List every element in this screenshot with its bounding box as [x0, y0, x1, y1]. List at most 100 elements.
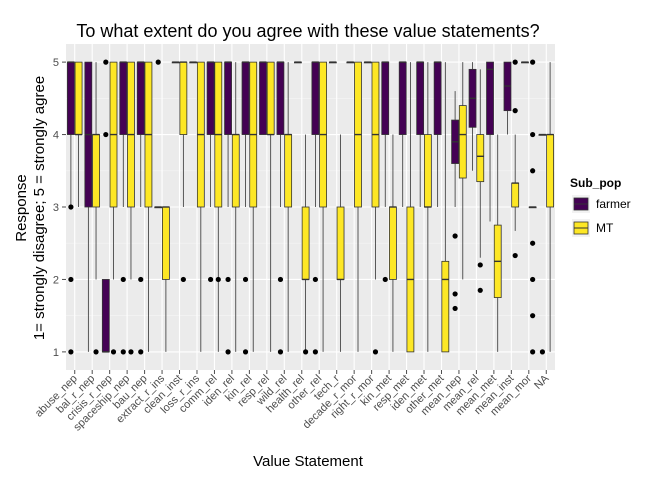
box-MT-spaceship_nep — [127, 61, 135, 355]
outlier-point — [277, 276, 284, 283]
box-iqr — [179, 61, 188, 135]
box-iqr — [241, 61, 250, 135]
box-farmer-other_met — [433, 61, 442, 207]
box-farmer-mean_inst — [503, 61, 512, 135]
outlier-point — [110, 349, 117, 355]
box-farmer-bal_r_nep — [84, 61, 93, 352]
box-MT-iden_rel — [231, 62, 240, 352]
box-MT-mean_nep — [458, 62, 467, 280]
box-iqr — [423, 134, 432, 208]
y-tick-label: 5 — [53, 57, 59, 69]
box-iqr — [301, 206, 310, 280]
box-iqr — [119, 61, 128, 135]
box-MT-extract_r_ins — [162, 206, 170, 352]
box-MT-iden_met — [423, 62, 432, 352]
box-farmer-clean_inst — [171, 61, 180, 64]
box-MT-mean_rel — [476, 69, 485, 293]
box-MT-crisis_r_nep — [109, 61, 118, 355]
box-MT-mean_mor — [528, 59, 537, 355]
box-farmer-mean_nep — [451, 91, 459, 312]
box-farmer-bau_nep — [136, 61, 145, 355]
box-farmer-kin_rel — [241, 61, 250, 355]
outlier-point — [512, 108, 518, 114]
plot-area: 12345abuse_nepbal_r_nepcrisis_r_nepspace… — [33, 44, 555, 433]
outlier-point — [242, 276, 249, 283]
box-iqr — [206, 61, 215, 135]
box-iqr — [66, 61, 75, 135]
outlier-point — [530, 349, 536, 355]
outlier-point — [530, 276, 536, 283]
box-farmer-iden_met — [416, 61, 425, 207]
box-iqr — [546, 134, 555, 208]
y-tick-label: 4 — [53, 130, 59, 142]
legend-entry-MT: MT — [572, 219, 614, 237]
box-MT-health_rel — [301, 134, 310, 355]
box-MT-other_met — [441, 62, 450, 353]
x-tick-label: NA — [532, 372, 552, 392]
outlier-point — [68, 276, 74, 283]
box-MT-right_r_mor — [371, 61, 380, 355]
outlier-point — [452, 305, 458, 312]
box-iqr — [276, 61, 285, 135]
box-iqr — [476, 134, 485, 183]
box-MT-resp_rel — [266, 61, 275, 352]
box-iqr — [224, 61, 232, 135]
box-iqr — [136, 61, 145, 135]
box-farmer-health_rel — [294, 61, 302, 64]
box-iqr — [389, 206, 397, 280]
box-MT-wild_rel — [284, 62, 293, 352]
outlier-point — [539, 349, 546, 355]
box-farmer-decade_r_mor — [346, 61, 355, 64]
outlier-point — [103, 59, 109, 65]
box-MT-tech_r — [336, 134, 345, 352]
box-MT-clean_inst — [179, 61, 188, 283]
outlier-point — [68, 349, 74, 355]
outlier-point — [477, 262, 483, 268]
box-farmer-spaceship_nep — [119, 61, 128, 355]
outlier-point — [225, 276, 231, 283]
box-iqr — [381, 61, 390, 135]
box-iqr — [458, 105, 467, 179]
outlier-point — [138, 349, 144, 355]
outlier-point — [242, 349, 249, 355]
outlier-point — [452, 233, 458, 239]
box-iqr — [441, 260, 450, 353]
box-MT-bau_nep — [144, 61, 153, 352]
box-MT-comm_rel — [214, 61, 223, 352]
box-iqr — [511, 182, 520, 208]
box-iqr — [92, 134, 100, 208]
box-farmer-abuse_nep — [66, 61, 75, 355]
box-iqr — [416, 61, 425, 135]
x-axis-title: Value Statement — [253, 453, 364, 470]
box-iqr — [162, 206, 170, 280]
box-MT-decade_r_mor — [354, 61, 362, 352]
box-MT-other_rel — [319, 61, 327, 352]
outlier-point — [452, 291, 458, 297]
box-MT-kin_met — [389, 134, 397, 352]
outlier-point — [180, 276, 186, 283]
outlier-point — [530, 313, 536, 319]
box-iqr — [311, 61, 320, 135]
legend-label-MT: MT — [596, 221, 614, 235]
outlier-point — [303, 349, 309, 355]
box-farmer-iden_rel — [224, 61, 232, 355]
outlier-point — [155, 59, 161, 65]
legend-entry-farmer: farmer — [572, 195, 631, 213]
box-iqr — [398, 61, 407, 135]
outlier-point — [277, 349, 284, 355]
box-farmer-loss_r_ins — [189, 61, 198, 64]
outlier-point — [120, 349, 126, 355]
box-farmer-mean_mor — [521, 61, 529, 64]
outlier-point — [530, 131, 536, 138]
outlier-point — [68, 204, 74, 210]
outlier-point — [530, 240, 536, 246]
box-MT-abuse_nep — [74, 61, 83, 207]
box-iqr — [74, 61, 83, 135]
outlier-point — [103, 131, 109, 138]
outlier-point — [225, 349, 231, 355]
box-iqr — [336, 206, 345, 280]
box-farmer-mean_met — [486, 61, 494, 222]
box-iqr — [259, 61, 267, 135]
y-axis-title-line-2: 1= strongly disagree; 5 = strongly agree — [31, 76, 48, 340]
